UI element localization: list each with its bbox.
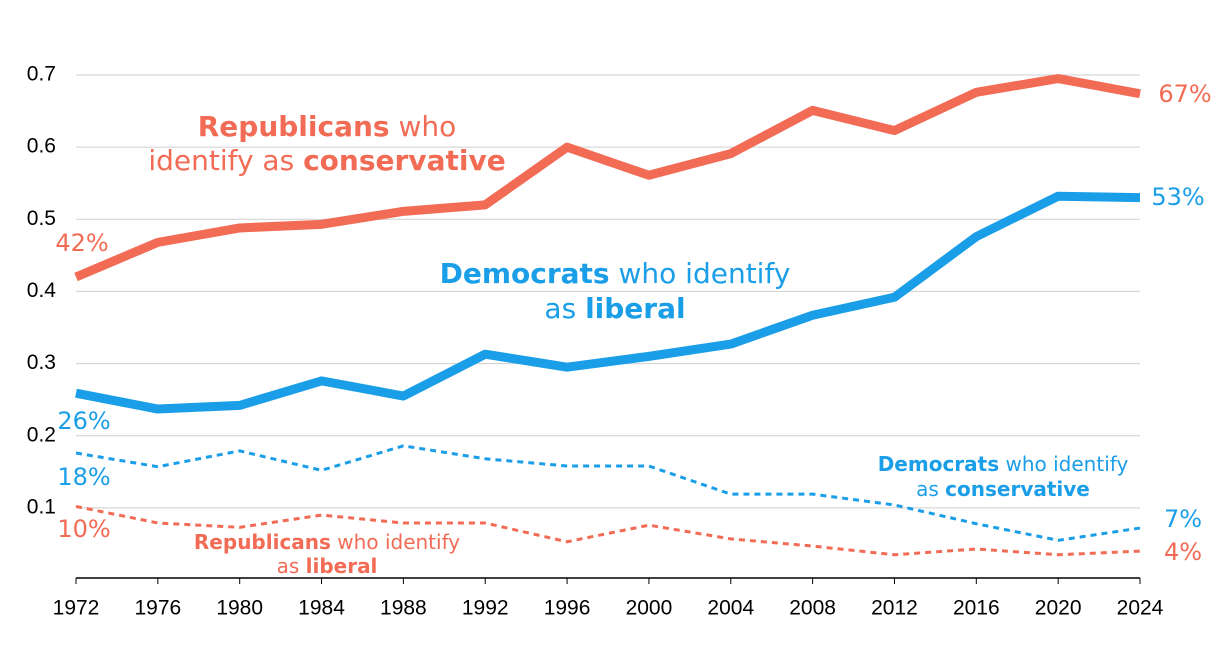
x-tick-label: 2024 [1117,597,1164,620]
x-tick-label: 1992 [462,597,509,620]
series-label: Democrats who identify [878,452,1129,476]
series-label-part: as [916,477,945,501]
series-line [75,504,1141,557]
series-label-part: who identify [999,452,1128,476]
series-label: as liberal [277,554,378,578]
x-tick-label: 2008 [789,597,836,620]
y-tick-label: 0.2 [27,423,56,446]
value-label: 53% [1151,183,1204,211]
x-tick-label: 1976 [134,597,181,620]
y-tick-label: 0.1 [27,495,56,518]
series-label-part: conservative [945,477,1090,501]
value-label: 42% [55,229,108,257]
series-label-part: identify as [148,144,303,177]
series-label-part: who [390,110,457,143]
value-label: 18% [57,463,110,491]
series-label-part: who identify [331,530,460,554]
value-label: 7% [1164,505,1202,533]
x-tick-label: 2004 [707,597,754,620]
series-label: Democrats who identify [440,257,791,290]
series-label: as liberal [544,292,685,325]
x-tick-label: 2020 [1035,597,1082,620]
series-label-part: conservative [303,144,506,177]
series-label: Republicans who identify [194,530,460,554]
x-tick-label: 2012 [871,597,918,620]
series-label-part: liberal [306,554,378,578]
y-tick-label: 0.7 [27,63,56,86]
series-label-part: Republicans [194,530,331,554]
x-tick-label: 1988 [380,597,427,620]
series-label-part: who identify [610,257,791,290]
value-label: 4% [1164,538,1202,566]
y-tick-label: 0.5 [27,207,56,230]
value-label: 67% [1158,80,1211,108]
series-label-part: Republicans [198,110,390,143]
x-tick-label: 1980 [216,597,263,620]
series-line [74,74,1141,282]
series-label-part: as [544,292,585,325]
series-line [75,444,1141,542]
y-tick-label: 0.6 [27,135,56,158]
x-tick-label: 2000 [626,597,673,620]
series-label-part: as [277,554,306,578]
series-line [75,191,1141,414]
value-label: 10% [57,515,110,543]
x-tick-label: 1984 [298,597,345,620]
series-label-part: liberal [585,292,686,325]
series-label: as conservative [916,477,1090,501]
y-tick-label: 0.3 [27,351,56,374]
series-label-part: Democrats [878,452,999,476]
y-tick-label: 0.4 [27,279,57,302]
x-tick-label: 1996 [544,597,591,620]
series-label: Republicans who [198,110,457,143]
series-label-part: Democrats [440,257,610,290]
x-tick-label: 1972 [53,597,100,620]
x-tick-label: 2016 [953,597,1000,620]
value-label: 26% [57,407,110,435]
series-label: identify as conservative [148,144,505,177]
